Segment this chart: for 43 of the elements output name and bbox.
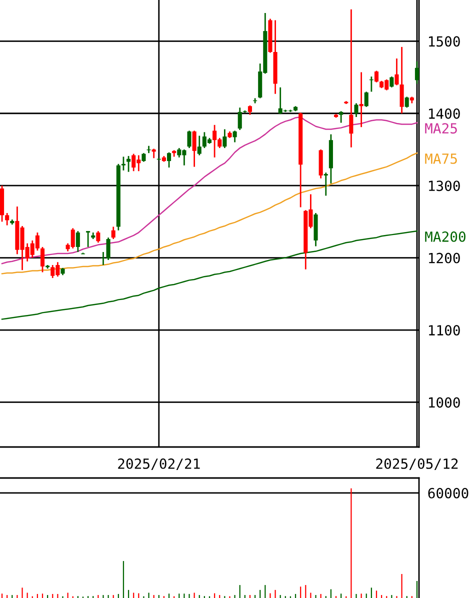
- candlestick: [354, 102, 358, 118]
- candlestick: [96, 230, 100, 244]
- series-label: MA25: [425, 123, 457, 134]
- candlestick: [222, 128, 227, 149]
- y-tick-label: 60000: [428, 488, 468, 498]
- candlestick: [404, 96, 409, 108]
- y-tick-label: 1100: [429, 325, 460, 336]
- candlestick: [339, 110, 344, 124]
- candlestick: [166, 152, 172, 168]
- candlestick: [400, 46, 404, 114]
- y-tick-label: 1500: [429, 36, 460, 47]
- candlestick: [359, 72, 364, 128]
- line-series: [1, 152, 418, 274]
- candlestick: [121, 156, 126, 172]
- candlestick: [187, 130, 192, 149]
- y-tick-label: 1200: [429, 252, 460, 264]
- candlestick: [248, 104, 252, 116]
- candlestick: [192, 130, 196, 168]
- candlestick: [76, 230, 80, 253]
- candlestick: [349, 8, 354, 148]
- candlestick: [414, 60, 419, 84]
- candlestick: [152, 148, 156, 159]
- x-tick-label: 2025/05/12: [376, 458, 458, 470]
- candlestick: [5, 212, 10, 226]
- candlestick: [324, 172, 328, 196]
- candlestick: [40, 246, 45, 273]
- candlestick: [390, 76, 394, 88]
- series-label: MA75: [425, 154, 457, 164]
- candlestick: [86, 230, 90, 248]
- candlestick: [238, 106, 242, 131]
- candlestick: [394, 58, 399, 86]
- line-series: [1, 230, 418, 320]
- candlestick: [126, 155, 131, 173]
- series-label: MA200: [425, 231, 466, 242]
- candlestick: [232, 130, 237, 143]
- y-tick-label: 1300: [429, 180, 460, 192]
- candlestick: [111, 226, 116, 240]
- candlestick: [364, 91, 368, 108]
- y-tick-label: 1000: [429, 397, 460, 408]
- candlestick: [197, 135, 202, 156]
- y-tick-label: 1400: [429, 108, 460, 119]
- candlestick: [374, 70, 379, 84]
- x-tick-label: 2025/02/21: [118, 458, 200, 470]
